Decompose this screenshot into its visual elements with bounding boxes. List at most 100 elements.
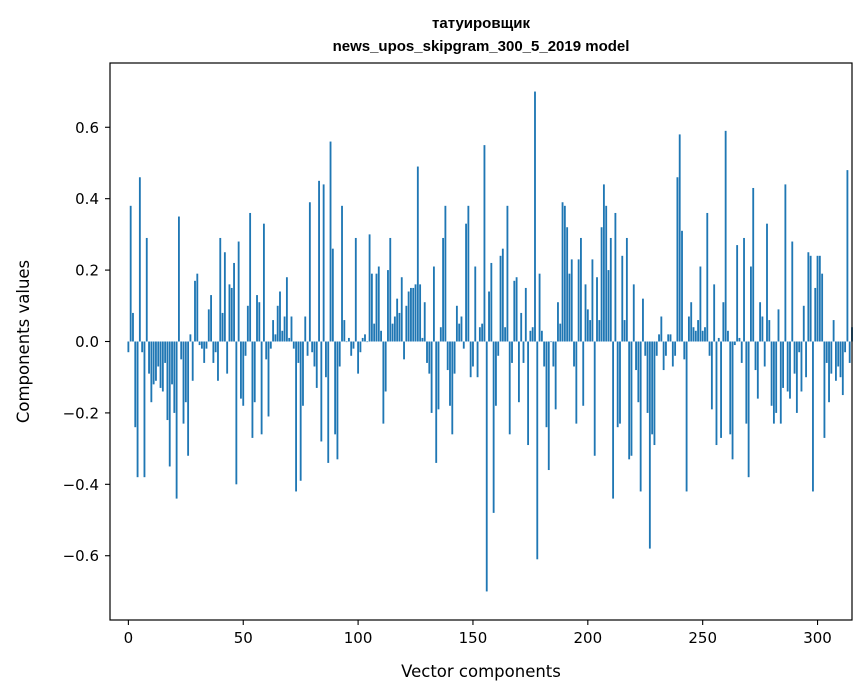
- bar-224: [642, 298, 644, 342]
- bar-99: [354, 237, 357, 342]
- bar-115: [391, 323, 394, 342]
- bar-192: [568, 273, 571, 342]
- bar-198: [582, 341, 585, 406]
- bar-306: [830, 341, 833, 374]
- bar-200: [586, 309, 589, 342]
- bar-54: [251, 341, 254, 438]
- bar-3: [134, 341, 137, 428]
- bar-1: [129, 205, 132, 342]
- bar-199: [584, 284, 587, 342]
- bar-163: [501, 248, 504, 342]
- bar-112: [384, 341, 387, 392]
- y-tick-label: 0.4: [75, 190, 99, 208]
- bar-187: [557, 302, 559, 342]
- bar-41: [221, 312, 224, 342]
- bar-292: [798, 341, 801, 353]
- bar-225: [644, 341, 647, 356]
- bar-67: [281, 330, 284, 342]
- bar-214: [619, 341, 621, 424]
- bar-128: [421, 337, 424, 342]
- bar-16: [164, 341, 167, 363]
- bar-114: [389, 237, 392, 342]
- bar-261: [727, 330, 729, 342]
- bar-213: [616, 341, 619, 428]
- bar-269: [745, 341, 748, 424]
- bar-74: [297, 341, 300, 363]
- bar-59: [262, 223, 265, 342]
- bar-17: [166, 341, 169, 421]
- bar-93: [341, 205, 343, 342]
- bar-272: [752, 187, 755, 342]
- bar-11: [152, 341, 155, 385]
- y-axis-ticks: −0.6 −0.4 −0.2 0.0 0.2 0.4 0.6: [63, 119, 110, 565]
- bar-144: [458, 323, 461, 342]
- bar-196: [577, 259, 580, 342]
- bar-184: [550, 341, 552, 343]
- bar-13: [157, 341, 160, 367]
- bar-21: [175, 341, 178, 499]
- bar-103: [364, 334, 366, 342]
- x-axis-label: Vector components: [401, 662, 561, 681]
- bar-296: [807, 252, 810, 342]
- bar-179: [538, 273, 541, 342]
- bar-244: [687, 316, 690, 342]
- bar-207: [602, 184, 605, 342]
- bar-231: [658, 334, 660, 342]
- bar-50: [242, 341, 245, 406]
- bar-68: [283, 316, 286, 342]
- bar-258: [720, 341, 722, 438]
- bar-209: [607, 270, 610, 342]
- bar-135: [437, 341, 440, 410]
- bar-98: [352, 341, 355, 349]
- bar-31: [198, 341, 201, 346]
- bar-238: [674, 341, 677, 356]
- bar-66: [279, 291, 281, 342]
- bar-64: [274, 334, 277, 342]
- bar-216: [623, 320, 626, 342]
- bar-194: [573, 341, 575, 367]
- bar-302: [821, 273, 824, 342]
- bar-80: [311, 341, 314, 353]
- bar-264: [733, 341, 736, 346]
- bar-251: [704, 327, 706, 342]
- bar-124: [412, 287, 415, 342]
- bar-284: [779, 341, 782, 424]
- bar-152: [476, 341, 479, 378]
- bar-110: [380, 330, 382, 342]
- bar-15: [161, 341, 164, 392]
- bar-177: [534, 91, 536, 342]
- bar-75: [299, 341, 302, 481]
- bar-73: [295, 341, 297, 492]
- bar-60: [265, 341, 268, 360]
- bar-311: [841, 341, 844, 396]
- bar-23: [180, 341, 183, 360]
- bar-0: [127, 341, 130, 353]
- bar-14: [159, 341, 162, 388]
- bar-186: [554, 341, 557, 410]
- bar-285: [782, 341, 784, 388]
- bar-155: [483, 145, 486, 342]
- bar-104: [366, 341, 369, 343]
- bar-288: [789, 341, 791, 399]
- bar-65: [276, 305, 279, 342]
- bar-228: [651, 341, 654, 435]
- bar-18: [168, 341, 171, 467]
- bar-219: [630, 341, 633, 456]
- bar-217: [625, 237, 628, 342]
- bar-205: [598, 320, 601, 342]
- bar-291: [795, 341, 798, 413]
- bar-287: [786, 341, 789, 392]
- bar-77: [304, 316, 307, 342]
- bar-95: [345, 341, 348, 343]
- bar-282: [775, 341, 778, 413]
- bar-53: [249, 212, 252, 342]
- bar-52: [246, 305, 249, 342]
- bar-234: [665, 341, 667, 356]
- bar-243: [685, 341, 688, 492]
- bar-38: [214, 341, 217, 353]
- bar-305: [828, 341, 830, 403]
- bar-206: [600, 227, 603, 342]
- bar-58: [260, 341, 263, 435]
- bar-167: [511, 341, 513, 363]
- bar-259: [722, 302, 725, 342]
